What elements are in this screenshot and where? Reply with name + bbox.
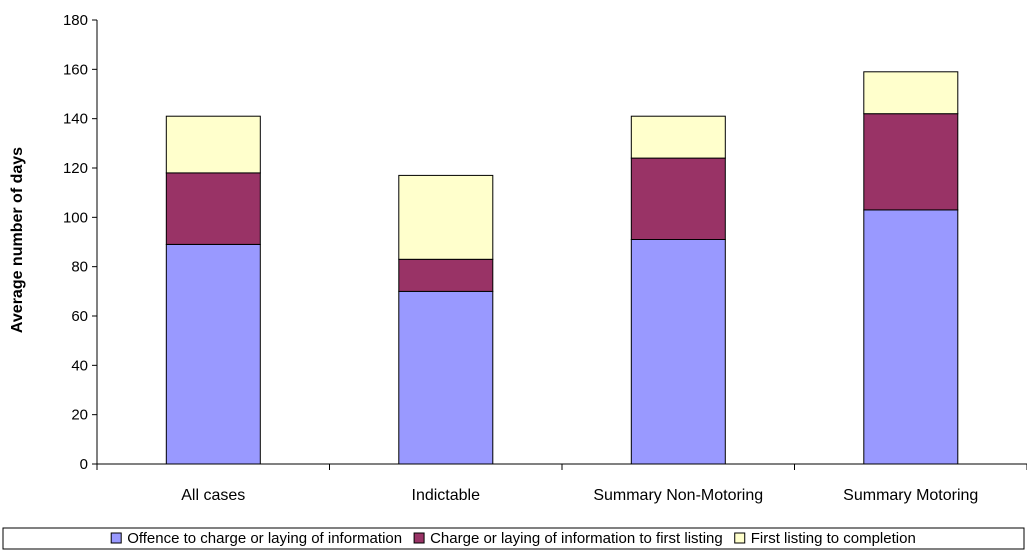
x-tick-label: Summary Motoring (843, 487, 978, 504)
bar-segment-0-2 (165, 115, 261, 174)
bar-segment-2-2 (630, 115, 726, 159)
bar-segment-3-0 (863, 209, 959, 465)
x-tick-label: All cases (181, 487, 245, 504)
bar-segment-1-1 (398, 258, 494, 292)
y-axis-title: Average number of days (9, 147, 26, 333)
y-tick-label: 0 (80, 456, 88, 473)
legend-swatch-1 (413, 532, 425, 544)
legend-swatch-2 (734, 532, 746, 544)
bar-segment-0-1 (165, 172, 261, 245)
y-tick-label: 160 (63, 61, 88, 78)
y-tick-label: 180 (63, 12, 88, 29)
legend-label-1: Charge or laying of information to first… (430, 530, 723, 547)
legend: Offence to charge or laying of informati… (2, 527, 1025, 550)
legend-box (2, 527, 1025, 550)
legend-label-0: Offence to charge or laying of informati… (127, 530, 402, 547)
bar-segment-3-2 (863, 71, 959, 115)
y-tick-label: 80 (71, 259, 88, 276)
y-tick-label: 60 (71, 308, 88, 325)
bar-segment-2-0 (630, 239, 726, 465)
y-tick-label: 100 (63, 209, 88, 226)
y-tick-label: 120 (63, 160, 88, 177)
plot-area: 0 20 40 60 80 100 120 140 160 180 All cases Indicta… (63, 12, 1027, 504)
x-tick-label: Summary Non-Motoring (593, 487, 763, 504)
y-tick-label: 40 (71, 357, 88, 374)
y-tick-label: 140 (63, 111, 88, 128)
bar-segment-1-0 (398, 290, 494, 465)
bar-segment-1-2 (398, 174, 494, 260)
bar-segment-2-1 (630, 157, 726, 241)
legend-swatch-0 (110, 532, 122, 544)
x-tick-label: Indictable (412, 487, 481, 504)
y-tick-label: 20 (71, 407, 88, 424)
legend-label-2: First listing to completion (751, 530, 916, 547)
bar-segment-0-0 (165, 244, 261, 465)
bar-segment-3-1 (863, 113, 959, 211)
